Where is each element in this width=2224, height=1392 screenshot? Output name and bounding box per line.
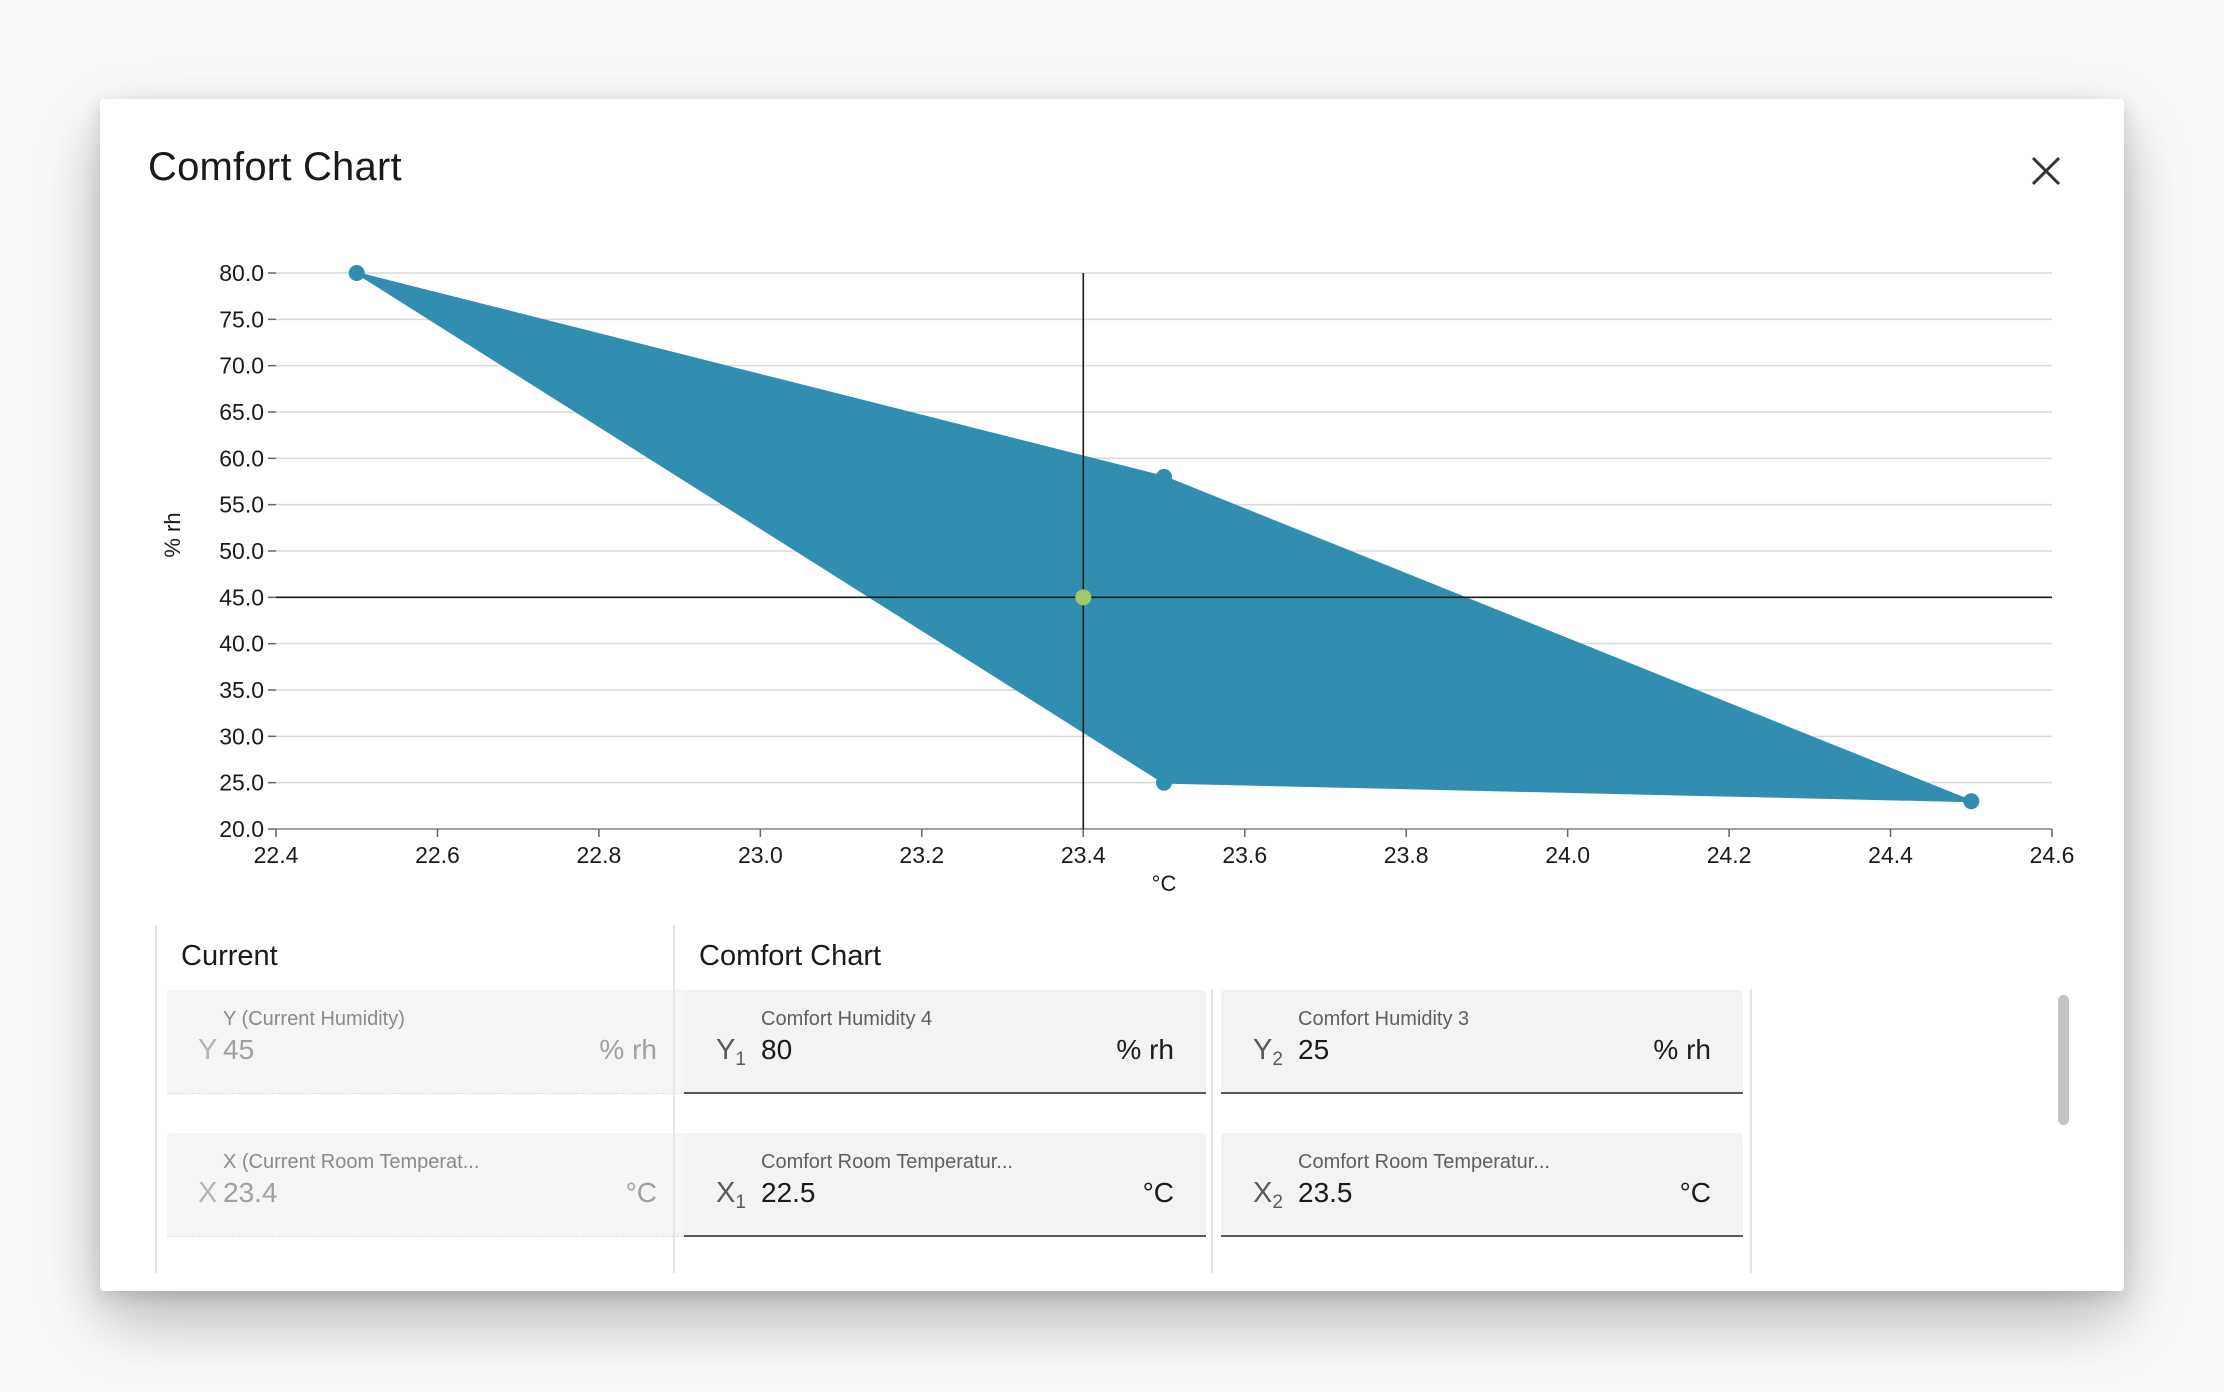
field-value[interactable]: 23.5 <box>1298 1177 1353 1208</box>
comfort-room-temperature-1-field[interactable]: Comfort Room Temperatur... X1 22.5 °C <box>684 1133 1206 1237</box>
column-divider <box>1211 989 1213 1273</box>
field-value[interactable]: 80 <box>761 1034 793 1065</box>
x-tick-label: 23.6 <box>1222 842 1267 868</box>
comfort-section-title: Comfort Chart <box>699 940 882 972</box>
current-humidity-field: Y (Current Humidity) Y 45 % rh <box>167 990 689 1094</box>
x-tick-label: 24.4 <box>1868 842 1913 868</box>
x-tick-label: 22.6 <box>415 842 460 868</box>
comfort-zone-vertex <box>1963 793 1980 810</box>
y-tick-label: 30.0 <box>219 723 264 749</box>
field-value[interactable]: 22.5 <box>761 1177 816 1208</box>
field-label: Comfort Room Temperatur... <box>761 1151 1013 1173</box>
x-tick-label: 23.4 <box>1061 842 1106 868</box>
comfort-room-temperature-2-field[interactable]: Comfort Room Temperatur... X2 23.5 °C <box>1221 1133 1743 1237</box>
field-prefix: Y2 <box>1253 1034 1283 1070</box>
y-tick-label: 20.0 <box>219 816 264 842</box>
scrollbar-thumb[interactable] <box>2058 995 2069 1125</box>
field-prefix: X2 <box>1253 1177 1283 1213</box>
field-prefix: Y <box>198 1034 218 1066</box>
x-tick-label: 24.0 <box>1545 842 1590 868</box>
current-section-title: Current <box>181 940 278 972</box>
field-value: 23.4 <box>223 1177 278 1208</box>
comfort-chart: 80.0 75.0 70.0 65.0 60.0 55.0 50.0 45.0 40.0 35.0… <box>100 99 2124 929</box>
y-tick-label: 50.0 <box>219 538 264 564</box>
chart-svg: 80.0 75.0 70.0 65.0 60.0 55.0 50.0 45.0 40.0 35.0… <box>160 260 2075 896</box>
field-label: Comfort Humidity 3 <box>1298 1008 1470 1030</box>
x-tick-label: 22.4 <box>254 842 299 868</box>
y-tick-label: 65.0 <box>219 399 264 425</box>
field-prefix: X <box>198 1177 218 1209</box>
x-tick-label: 23.8 <box>1384 842 1429 868</box>
comfort-chart-dialog: Comfort Chart 80.0 75.0 70.0 65.0 60.0 55.0 50… <box>100 99 2124 1291</box>
field-unit: % rh <box>1116 1034 1174 1065</box>
field-unit: °C <box>1679 1177 1711 1208</box>
x-tick-label: 23.0 <box>738 842 783 868</box>
comfort-zone-vertex <box>1156 774 1172 791</box>
dialog-title: Comfort Chart <box>148 145 402 189</box>
x-tick-label: 23.2 <box>899 842 944 868</box>
close-icon <box>2031 156 2061 186</box>
x-tick-label: 22.8 <box>577 842 622 868</box>
field-prefix: Y1 <box>716 1034 746 1070</box>
field-label: X (Current Room Temperat... <box>223 1151 480 1173</box>
field-unit: °C <box>625 1177 657 1208</box>
field-value: 45 <box>223 1034 255 1065</box>
field-label: Comfort Humidity 4 <box>761 1008 933 1030</box>
y-tick-label: 45.0 <box>219 584 264 610</box>
comfort-zone-vertex <box>1156 468 1172 485</box>
field-label: Y (Current Humidity) <box>223 1008 405 1030</box>
y-tick-label: 60.0 <box>219 445 264 471</box>
field-unit: % rh <box>599 1034 657 1065</box>
y-axis-title: % rh <box>160 512 185 557</box>
field-label: Comfort Room Temperatur... <box>1298 1151 1550 1173</box>
y-tick-label: 70.0 <box>219 353 264 379</box>
y-tick-label: 80.0 <box>219 260 264 286</box>
y-tick-label: 40.0 <box>219 631 264 657</box>
y-tick-label: 35.0 <box>219 677 264 703</box>
current-temperature-field: X (Current Room Temperat... X 23.4 °C <box>167 1133 689 1237</box>
section-divider <box>673 925 675 1273</box>
close-button[interactable] <box>2024 149 2068 193</box>
section-divider <box>155 925 157 1273</box>
comfort-humidity-3-field[interactable]: Comfort Humidity 3 Y2 25 % rh <box>1221 990 1743 1094</box>
x-tick-label: 24.2 <box>1707 842 1752 868</box>
y-tick-label: 25.0 <box>219 770 264 796</box>
y-tick-label: 55.0 <box>219 492 264 518</box>
comfort-zone-vertex <box>348 265 365 281</box>
comfort-humidity-4-field[interactable]: Comfort Humidity 4 Y1 80 % rh <box>684 990 1206 1094</box>
y-tick-label: 75.0 <box>219 306 264 332</box>
x-tick-label: 24.6 <box>2030 842 2075 868</box>
current-point <box>1075 589 1092 606</box>
field-unit: % rh <box>1653 1034 1711 1065</box>
x-axis-title: °C <box>1152 871 1177 896</box>
comfort-zone-area <box>356 272 1972 803</box>
field-value[interactable]: 25 <box>1298 1034 1330 1065</box>
column-divider <box>1750 989 1752 1273</box>
field-unit: °C <box>1142 1177 1174 1208</box>
field-prefix: X1 <box>716 1177 746 1213</box>
